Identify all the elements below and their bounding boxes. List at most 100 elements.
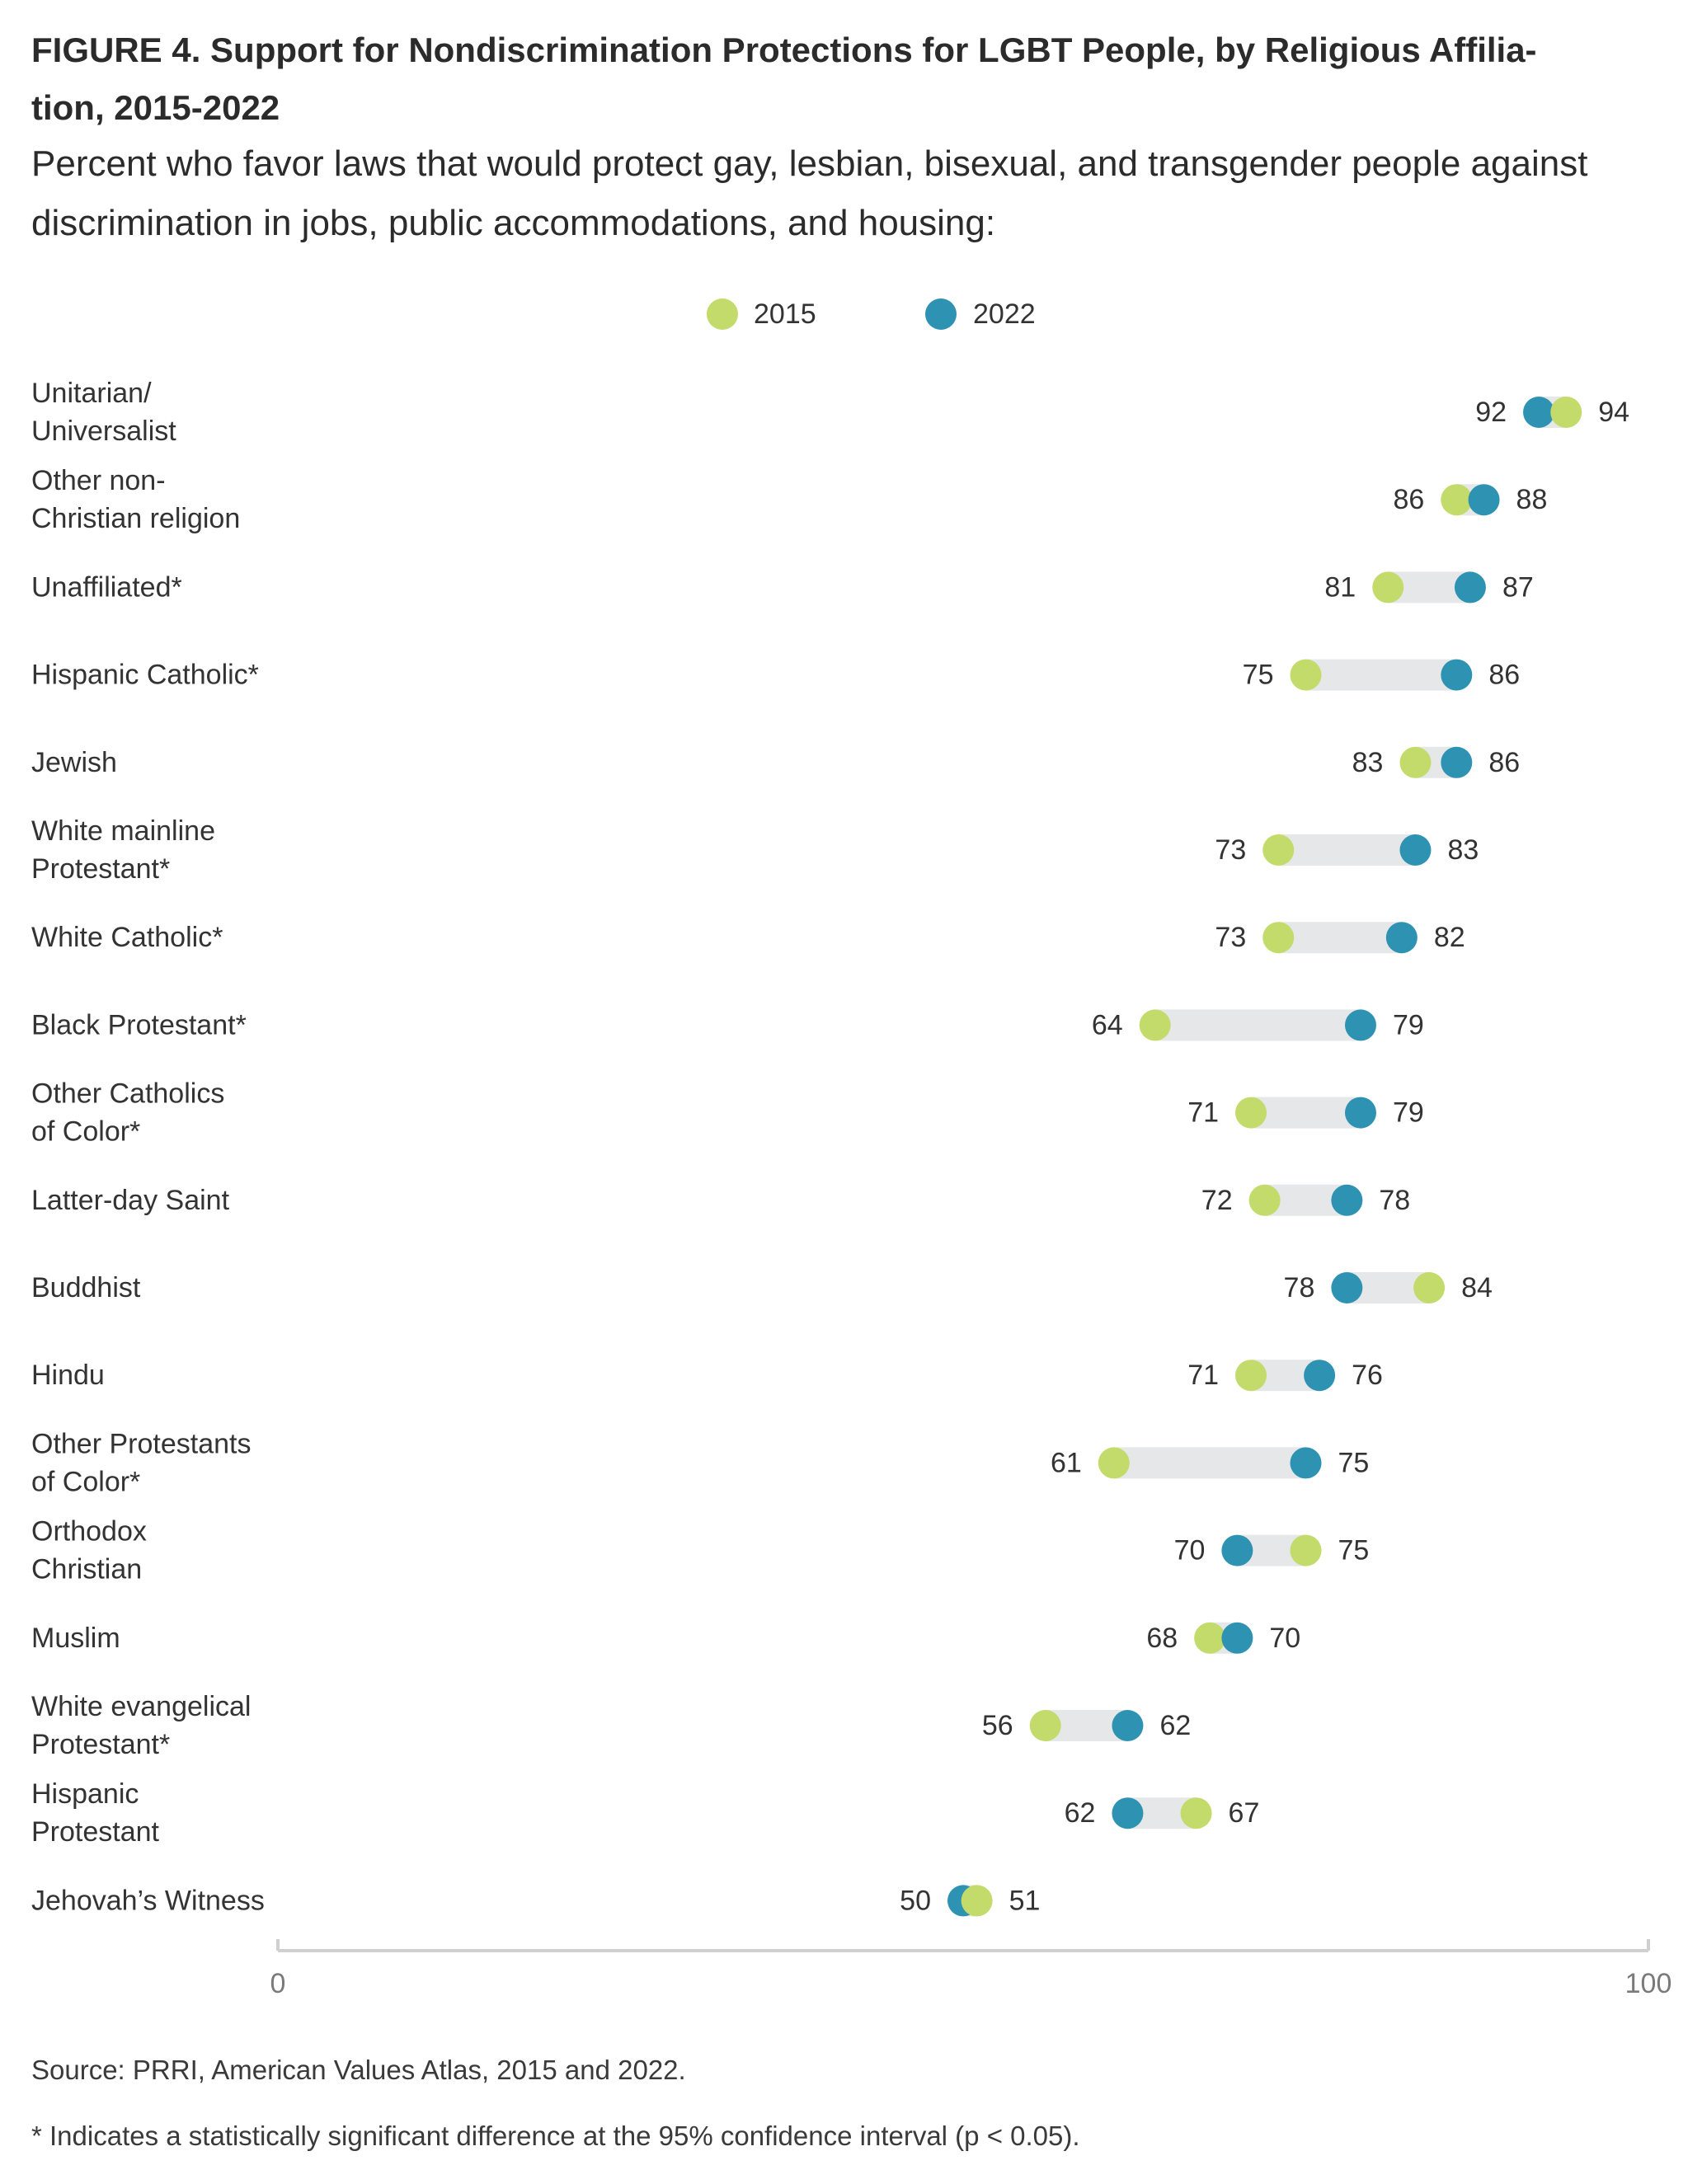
value-label-high: 86	[1488, 660, 1520, 691]
dot-2015	[1399, 746, 1432, 778]
dumbbell-chart: 2015 2022 Unitarian/Universalist 92 94 Other …	[31, 298, 1672, 1999]
range-bar	[1278, 834, 1416, 866]
value-label-high: 75	[1338, 1447, 1370, 1478]
value-label-low: 64	[1092, 1009, 1123, 1040]
dot-2022	[1399, 834, 1432, 866]
dot-2015	[1194, 1622, 1226, 1654]
value-label-high: 70	[1269, 1623, 1300, 1654]
dot-2022	[1304, 1360, 1336, 1392]
legend-dot-2022	[925, 298, 957, 330]
value-label-high: 75	[1338, 1535, 1370, 1566]
range-bar	[1154, 1009, 1361, 1041]
value-label-high: 76	[1352, 1360, 1383, 1391]
value-label-low: 73	[1215, 834, 1246, 866]
category-label: Protestant*	[31, 1729, 170, 1760]
category-label: Universalist	[31, 416, 176, 447]
value-label-high: 79	[1393, 1097, 1424, 1129]
value-label-high: 79	[1393, 1009, 1424, 1040]
value-label-low: 62	[1065, 1797, 1096, 1829]
chart-title: FIGURE 4. Support for Nondiscrimination …	[31, 21, 1672, 137]
value-label-low: 86	[1393, 484, 1424, 515]
value-label-high: 67	[1229, 1797, 1260, 1829]
legend-label-2015: 2015	[754, 298, 816, 330]
category-label: Jewish	[31, 747, 117, 778]
x-tick-label: 0	[270, 1968, 286, 1999]
dot-2015	[1248, 1184, 1281, 1216]
range-bar	[1251, 1097, 1361, 1129]
category-label: White Catholic*	[31, 922, 223, 953]
chart-title-line-1: FIGURE 4. Support for Nondiscrimination …	[31, 31, 1537, 69]
value-label-high: 78	[1379, 1185, 1410, 1216]
dot-2022	[1221, 1622, 1253, 1654]
legend-label-2022: 2022	[973, 298, 1036, 330]
value-label-high: 87	[1502, 571, 1534, 603]
dot-2022	[1344, 1009, 1376, 1041]
range-bar	[1278, 922, 1402, 954]
dot-2015	[1290, 1534, 1322, 1566]
category-label: Buddhist	[31, 1272, 141, 1303]
category-label: Unaffiliated*	[31, 571, 182, 603]
value-label-low: 56	[982, 1710, 1013, 1741]
x-tick-label: 100	[1625, 1968, 1672, 1999]
category-label: Other non-	[31, 465, 166, 496]
dot-2015	[1441, 484, 1473, 516]
legend-dot-2015	[707, 298, 738, 330]
dot-2015	[1262, 922, 1295, 954]
value-label-high: 86	[1488, 747, 1520, 778]
category-label: Orthodox	[31, 1516, 147, 1548]
value-label-low: 70	[1174, 1535, 1206, 1566]
dot-2022	[1454, 571, 1486, 604]
chart-subtitle: Percent who favor laws that would protec…	[31, 143, 1588, 243]
dot-2015	[1098, 1447, 1130, 1479]
value-label-low: 75	[1243, 660, 1274, 691]
significance-note: * Indicates a statistically significant …	[31, 2121, 1080, 2151]
value-label-low: 72	[1201, 1185, 1233, 1216]
category-label: of Color*	[31, 1116, 140, 1148]
category-label: Latter-day Saint	[31, 1185, 230, 1216]
dot-2015	[1029, 1710, 1061, 1741]
category-label: Protestant*	[31, 853, 170, 885]
category-label: Jehovah’s Witness	[31, 1885, 265, 1916]
dot-2022	[1221, 1534, 1253, 1566]
dot-2022	[1468, 484, 1500, 516]
category-label: White mainline	[31, 815, 215, 847]
dot-2015	[1413, 1272, 1446, 1303]
category-label: Unitarian/	[31, 378, 152, 409]
value-label-high: 83	[1447, 834, 1479, 866]
value-label-low: 78	[1284, 1272, 1315, 1303]
category-label: Other Catholics	[31, 1078, 224, 1110]
dot-2015	[1290, 659, 1322, 691]
value-label-high: 51	[1009, 1885, 1041, 1916]
dot-2022	[1112, 1797, 1144, 1829]
dot-2022	[1331, 1184, 1363, 1216]
value-label-high: 62	[1159, 1710, 1191, 1741]
dot-2015	[961, 1885, 993, 1917]
dot-2022	[1523, 397, 1555, 428]
dot-2022	[1441, 659, 1473, 691]
category-label: Christian	[31, 1554, 142, 1585]
value-label-high: 94	[1598, 397, 1629, 428]
category-label: of Color*	[31, 1466, 140, 1497]
value-label-low: 73	[1215, 922, 1246, 953]
value-label-low: 83	[1352, 747, 1384, 778]
dot-2015	[1550, 397, 1582, 428]
value-label-low: 71	[1187, 1097, 1219, 1129]
value-label-low: 50	[900, 1885, 931, 1916]
dot-2022	[1385, 922, 1418, 954]
category-label: Hispanic Catholic*	[31, 660, 259, 691]
dot-2015	[1235, 1097, 1267, 1129]
category-label: Muslim	[31, 1623, 120, 1654]
source-note: Source: PRRI, American Values Atlas, 201…	[31, 2055, 686, 2085]
dot-2015	[1372, 571, 1404, 604]
dot-2022	[1331, 1272, 1363, 1303]
value-label-low: 71	[1187, 1360, 1219, 1391]
value-label-high: 88	[1516, 484, 1548, 515]
dot-2015	[1262, 834, 1295, 866]
dot-2015	[1235, 1360, 1267, 1392]
value-label-low: 81	[1324, 571, 1356, 603]
dot-2015	[1180, 1797, 1212, 1829]
value-label-high: 84	[1461, 1272, 1493, 1303]
value-label-low: 92	[1475, 397, 1507, 428]
category-label: Hispanic	[31, 1778, 139, 1810]
category-label: Other Protestants	[31, 1428, 251, 1459]
